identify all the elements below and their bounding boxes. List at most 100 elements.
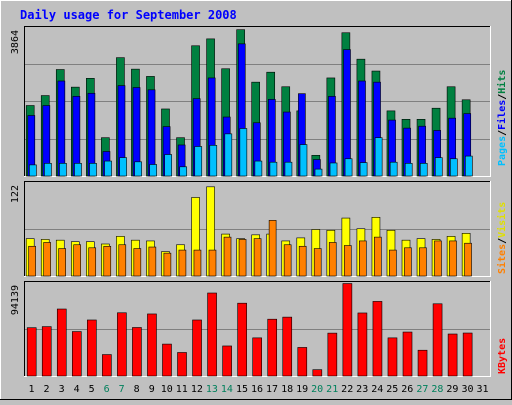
kbytes-bar [327, 332, 338, 377]
sites-bar [328, 242, 337, 277]
sites-bar [313, 248, 322, 277]
kbytes-bar [432, 303, 443, 377]
x-tick-label: 11 [176, 384, 188, 395]
sites-bar [434, 240, 442, 277]
sites-bar [28, 245, 36, 277]
kbytes-bar [147, 313, 157, 377]
pages-bar [419, 163, 428, 177]
kbytes-bar [447, 333, 458, 377]
series-label-bottom: KBytes [497, 338, 508, 374]
panel-hits-files-pages: 3864 [10, 26, 491, 177]
bars-hits-files-pages [25, 29, 473, 177]
pages-bar [434, 157, 443, 177]
kbytes-bar [237, 302, 247, 377]
x-tick-label: 14 [221, 384, 233, 395]
kbytes-bar [357, 312, 368, 377]
x-tick-label: 20 [311, 384, 323, 395]
pages-bar [104, 160, 112, 177]
sites-bar [374, 236, 382, 277]
pages-bar [269, 161, 278, 177]
kbytes-bar [342, 283, 353, 377]
x-tick-label: 5 [89, 384, 95, 395]
x-tick-label: 22 [341, 384, 353, 395]
series-label-segment: / [497, 238, 508, 244]
sites-bar [238, 239, 247, 277]
x-axis-labels: 1 2 3 4 5 6 7 8 9 10 11 12 13 14 15 16 17 18 19 20 21 22 23 24 2… [28, 384, 488, 395]
kbytes-bar [56, 308, 67, 377]
series-label-segment: / [497, 94, 508, 100]
kbytes-bar [267, 318, 278, 377]
kbytes-bar [222, 345, 232, 377]
series-label-segment: / [497, 130, 508, 136]
x-tick-label: 10 [161, 384, 173, 395]
sites-bar [449, 240, 457, 277]
pages-bar [344, 158, 353, 177]
panel-visits-sites: 122 [10, 181, 491, 277]
x-tick-label: 17 [266, 384, 278, 395]
pages-bar [164, 154, 172, 177]
pages-bar [374, 137, 383, 177]
series-label-top: Pages/Files/Hits [496, 70, 508, 166]
x-tick-label: 16 [251, 384, 263, 395]
pages-bar [59, 163, 67, 177]
bars-kbytes [26, 283, 473, 377]
x-tick-label: 12 [191, 384, 203, 395]
sites-bar [178, 249, 187, 277]
sites-bar [133, 248, 142, 277]
pages-bar [209, 145, 218, 177]
sites-bar [88, 247, 97, 277]
pages-bar [359, 162, 368, 177]
sites-bar [103, 245, 112, 277]
sites-bar [118, 244, 127, 277]
kbytes-bar [312, 369, 323, 377]
series-label-segment: Hits [496, 70, 508, 94]
pages-bar [314, 168, 323, 177]
kbytes-bar [387, 337, 398, 377]
pages-bar [29, 164, 37, 177]
kbytes-bar [282, 316, 293, 377]
sites-bar [343, 245, 352, 277]
sites-bar [148, 246, 157, 277]
x-tick-label: 6 [104, 384, 110, 395]
series-label-segment: Sites [496, 244, 508, 274]
sites-bar [73, 244, 81, 277]
x-tick-label: 1 [28, 384, 34, 395]
pages-bar [179, 166, 188, 177]
sites-bar [359, 240, 367, 277]
kbytes-bar [252, 337, 262, 377]
x-tick-label: 9 [149, 384, 155, 395]
sites-bar [223, 236, 232, 277]
chart-title: Daily usage for September 2008 [20, 8, 237, 22]
pages-bar [329, 162, 338, 177]
kbytes-bar [372, 301, 383, 377]
x-tick-label: 3 [59, 384, 65, 395]
files-bar [343, 49, 351, 177]
x-tick-label: 31 [476, 384, 488, 395]
kbytes-bar [462, 332, 473, 377]
x-tick-label: 27 [416, 384, 428, 395]
series-label-segment: Files [496, 100, 508, 130]
kbytes-bar [177, 352, 187, 377]
sites-bar [193, 249, 202, 277]
x-tick-label: 4 [74, 384, 80, 395]
x-tick-label: 15 [236, 384, 248, 395]
pages-bar [224, 133, 233, 177]
pages-bar [239, 128, 248, 177]
x-tick-label: 19 [296, 384, 308, 395]
series-label-segment: Visits [496, 202, 508, 238]
panel-kbytes: 94139 [10, 281, 491, 377]
x-tick-label: 13 [206, 384, 218, 395]
x-tick-label: 28 [431, 384, 443, 395]
pages-bar [149, 164, 157, 177]
pages-bar [254, 160, 263, 177]
pages-bar [450, 158, 458, 177]
kbytes-bar [297, 347, 308, 377]
y-max-label: 122 [10, 185, 21, 203]
pages-bar [119, 157, 127, 177]
sites-bar [253, 238, 262, 277]
x-tick-label: 8 [134, 384, 140, 395]
bars-visits-sites [25, 186, 472, 277]
